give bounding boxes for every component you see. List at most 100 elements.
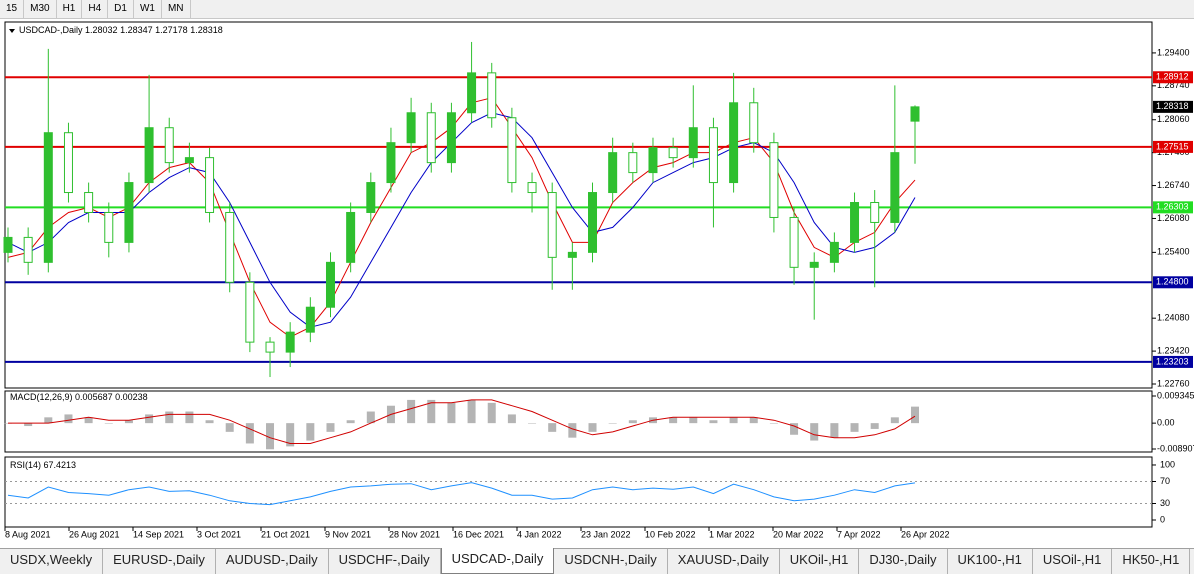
candle-body [487,72,497,119]
x-tick-label: 28 Nov 2021 [389,529,440,539]
level-label: 1.24800 [1156,277,1189,287]
macd-bar [245,423,254,444]
symbol-tab[interactable]: USDCNH-,Daily [554,549,668,574]
candle-body [285,331,295,353]
macd-bar [608,423,617,424]
candle-body [829,241,839,263]
macd-bar [447,402,456,424]
candle-body [749,102,759,144]
candle-body [23,236,33,263]
candle-body [648,147,658,174]
macd-bar [729,417,738,424]
candle-body [850,202,860,243]
level-tag [1153,71,1193,84]
macd-bar [830,423,839,438]
candle-body [406,112,416,144]
symbol-tab[interactable]: AUDUSD-,Daily [216,549,329,574]
symbol-tab[interactable]: DJ30-,Daily [859,549,948,574]
level-label: 1.27515 [1156,141,1189,151]
candle-body [124,182,134,243]
x-tick-label: 23 Jan 2022 [581,529,631,539]
candle-body [426,112,436,164]
candle-body [43,132,53,263]
candle-body [527,182,537,194]
rsi-tick-label: 70 [1160,476,1170,486]
rsi-line [7,482,916,506]
timeframe-button[interactable]: H1 [57,0,83,18]
symbol-tab[interactable]: USDCHF-,Daily [329,549,441,574]
level-tag [1153,201,1193,214]
main-frame [4,21,1153,389]
symbol-tab[interactable]: USDX,Weekly [0,549,104,574]
candle-body [245,281,255,343]
x-tick-label: 1 Mar 2022 [709,529,755,539]
timeframe-button[interactable]: H4 [82,0,109,18]
candle-body [446,112,456,164]
timeframe-button[interactable]: MN [162,0,191,18]
rsi-label: RSI(14) [10,460,41,470]
chart-header: USDCAD-,Daily 1.28032 1.28347 1.27178 1.… [19,25,223,35]
candle-body [386,142,396,184]
signal-value: 0.00238 [115,392,148,402]
timeframe-button[interactable]: M30 [24,0,57,18]
macd-tick-label: 0.00 [1157,418,1175,428]
macd-bar [44,417,53,424]
symbol-tab[interactable]: HK50-,H1 [1112,549,1191,574]
rsi-header: RSI(14) 67.4213 [10,460,76,470]
macd-bar [266,423,275,450]
chart: USDCAD-,Daily 1.28032 1.28347 1.27178 1.… [3,21,1194,539]
macd-bar [24,423,33,427]
macd-bar [790,423,799,435]
macd-header: MACD(12,26,9) 0.005687 0.00238 [10,392,148,402]
symbol-tab[interactable]: USOil-,H1 [1033,549,1113,574]
timeframe-button[interactable]: D1 [108,0,134,18]
macd-bar [64,414,73,424]
macd-bar [225,423,234,432]
candle-body [547,192,557,258]
macd-bar [911,406,919,424]
candle-body [688,127,698,159]
candle-body [184,157,194,164]
candle-body [84,192,94,213]
y-tick-label: 1.29400 [1157,47,1190,57]
y-tick-label: 1.22760 [1157,378,1190,388]
macd-tick-label: -0.008907 [1157,443,1194,453]
moving-average [7,97,916,338]
candle-body [870,202,880,223]
candle-body [628,152,638,174]
x-tick-label: 4 Jan 2022 [517,529,562,539]
x-tick-label: 20 Mar 2022 [773,529,824,539]
x-tick-label: 26 Aug 2021 [69,529,120,539]
menu-icon [9,29,15,33]
candle-body [104,211,114,243]
x-tick-label: 8 Aug 2021 [5,529,51,539]
symbol-tabs: USDX,Weekly EURUSD-,Daily AUDUSD-,Daily USD… [0,548,1194,574]
symbol-tab[interactable]: XAUUSD-,Daily [668,549,780,574]
macd-frame [4,390,1153,453]
symbol-tab[interactable]: UK100-,H1 [948,549,1033,574]
timeframe-button[interactable]: 15 [0,0,25,18]
x-tick-label: 7 Apr 2022 [837,529,881,539]
y-tick-label: 1.28740 [1157,80,1190,90]
macd-bar [487,402,496,424]
x-tick-label: 26 Apr 2022 [901,529,950,539]
timeframe-button[interactable]: W1 [134,0,162,18]
candle-body [225,211,235,283]
macd-bar [870,423,879,429]
macd-signal [8,399,916,444]
macd-bar [407,399,416,424]
macd-bar [165,411,174,424]
symbol-tab[interactable]: USDCAD-,Daily [440,548,555,574]
macd-bar [769,423,778,424]
macd-bar [528,423,537,424]
macd-bar [366,411,375,424]
y-tick-label: 1.23420 [1157,345,1190,355]
symbol-tab[interactable]: UKOil-,H1 [780,549,860,574]
macd-bar [286,423,295,447]
macd-bar [568,423,577,438]
candle-body [63,132,73,194]
symbol-tab[interactable]: EURUSD-,Daily [103,549,216,574]
macd-bar [427,399,436,424]
x-tick-label: 10 Feb 2022 [645,529,696,539]
